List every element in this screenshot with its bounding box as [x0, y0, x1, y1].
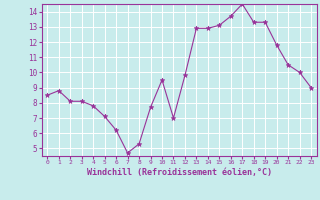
X-axis label: Windchill (Refroidissement éolien,°C): Windchill (Refroidissement éolien,°C)	[87, 168, 272, 177]
